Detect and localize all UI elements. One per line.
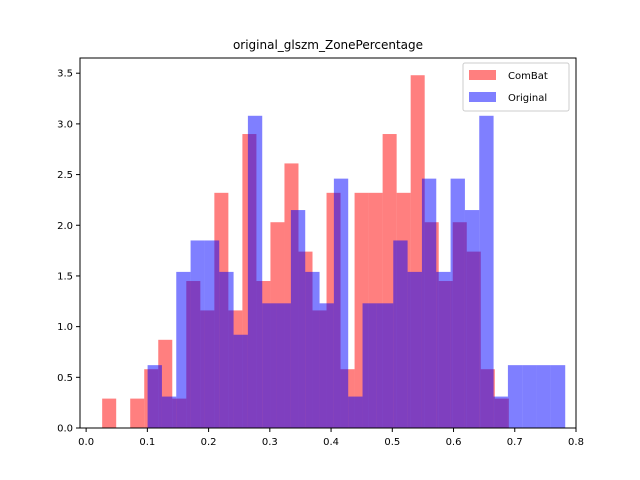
x-axis: 0.0 0.1 0.2 0.3 0.4 0.5 0.6 0.7 0.8 (78, 428, 584, 448)
legend: ComBat Original (462, 62, 570, 112)
y-tick-label-4: 2.0 (57, 221, 73, 232)
x-tick-label-7: 0.7 (507, 437, 523, 448)
x-tick-label-1: 0.1 (139, 437, 155, 448)
y-tick-label-1: 0.5 (57, 373, 73, 384)
chart-title: original_glszm_ZonePercentage (233, 38, 423, 52)
bar-original-10 (290, 210, 306, 428)
bar-original-15 (362, 303, 377, 428)
bar-original-18 (407, 271, 422, 428)
plot-frame (79, 57, 577, 429)
y-tick-label-7: 3.5 (57, 69, 73, 80)
bar-combat-0 (102, 398, 117, 428)
bar-original-16 (376, 303, 394, 428)
bar-original-9 (276, 303, 291, 428)
bar-original-20 (436, 271, 451, 428)
legend-label-combat: ComBat (508, 71, 548, 82)
x-tick-label-5: 0.5 (384, 437, 400, 448)
legend-label-original: Original (508, 93, 547, 104)
y-tick-label-6: 3.0 (57, 119, 73, 130)
bar-original-27 (536, 365, 551, 428)
bar-original-7 (247, 115, 263, 428)
bar-original-0 (147, 365, 162, 428)
legend-swatch-original (469, 92, 496, 102)
x-tick-label-6: 0.6 (446, 437, 462, 448)
bar-original-12 (319, 303, 334, 428)
legend-swatch-combat (469, 70, 496, 80)
bar-original-5 (219, 271, 234, 428)
bar-original-22 (464, 210, 480, 428)
bar-original-17 (393, 240, 408, 428)
bar-original-25 (507, 365, 523, 428)
bar-combat-2 (130, 398, 145, 428)
bar-original-26 (522, 365, 537, 428)
bar-original-13 (333, 178, 349, 428)
bar-original-1 (161, 396, 177, 428)
bar-original-21 (450, 178, 465, 428)
y-tick-label-0: 0.0 (57, 424, 73, 435)
bars-layer (102, 75, 566, 428)
y-tick-label-5: 2.5 (57, 170, 73, 181)
bar-original-2 (176, 271, 191, 428)
bar-original-3 (190, 240, 205, 428)
bar-original-11 (305, 271, 320, 428)
y-axis: 0.0 0.5 1.0 1.5 2.0 2.5 3.0 3.5 (57, 69, 80, 435)
x-tick-label-3: 0.3 (262, 437, 278, 448)
bar-original-4 (204, 240, 220, 428)
bar-original-6 (233, 334, 248, 428)
bar-original-23 (479, 115, 494, 428)
x-tick-label-8: 0.8 (568, 437, 584, 448)
x-tick-label-2: 0.2 (201, 437, 217, 448)
bar-original-28 (550, 365, 566, 428)
bar-original-19 (421, 178, 437, 428)
bar-original-24 (493, 396, 508, 428)
y-tick-label-2: 1.0 (57, 322, 73, 333)
bar-original-14 (348, 396, 363, 428)
x-tick-label-4: 0.4 (323, 437, 339, 448)
x-tick-label-0: 0.0 (78, 437, 94, 448)
y-tick-label-3: 1.5 (57, 271, 73, 282)
bar-original-8 (262, 303, 277, 428)
